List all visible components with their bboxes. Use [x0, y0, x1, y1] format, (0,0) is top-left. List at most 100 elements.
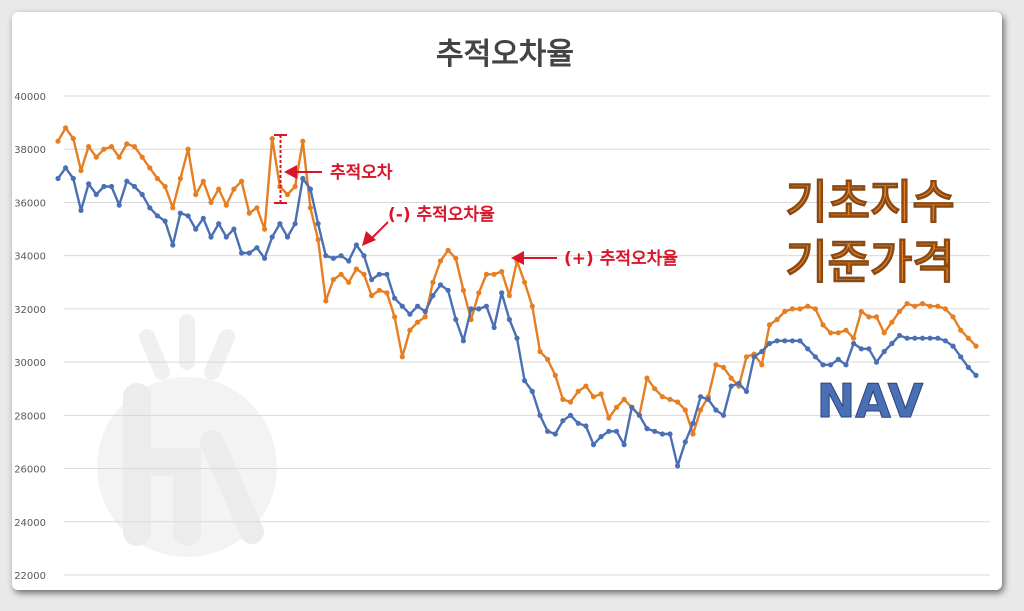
data-point	[216, 221, 222, 227]
data-point	[422, 314, 428, 320]
data-point	[590, 442, 597, 448]
data-point	[346, 258, 352, 264]
data-point	[621, 396, 627, 402]
data-point	[116, 154, 122, 160]
data-point	[445, 287, 451, 293]
data-point	[353, 266, 359, 272]
data-point	[323, 253, 329, 259]
positive-rate-label: (+) 추적오차율	[564, 249, 678, 269]
data-point	[713, 362, 719, 368]
data-point	[483, 303, 489, 309]
data-point	[873, 314, 880, 320]
data-point	[659, 394, 666, 400]
data-point	[835, 356, 841, 362]
data-point	[506, 316, 512, 323]
data-point	[667, 396, 673, 402]
data-point	[851, 335, 857, 341]
data-point	[881, 330, 887, 336]
data-point	[384, 290, 390, 296]
data-point	[70, 175, 76, 182]
data-point	[904, 301, 910, 307]
data-point	[338, 271, 344, 277]
y-tick-label: 26000	[14, 465, 46, 476]
data-point	[973, 372, 979, 378]
data-point	[636, 412, 643, 418]
data-point	[277, 221, 283, 227]
data-point	[223, 234, 229, 240]
data-point	[698, 407, 704, 413]
y-tick-label: 40000	[14, 92, 46, 103]
data-point	[690, 431, 696, 437]
data-point	[86, 181, 92, 187]
data-point	[108, 144, 115, 150]
data-point	[652, 428, 658, 434]
data-point	[353, 242, 359, 248]
data-point	[965, 335, 972, 341]
data-point	[927, 335, 933, 341]
data-point	[376, 271, 382, 277]
data-point	[782, 308, 788, 315]
data-point	[789, 306, 796, 312]
data-point	[208, 199, 214, 205]
data-point	[154, 175, 160, 182]
data-point	[468, 306, 474, 312]
line-chart: 추적오차율 22000 24000 26000 28000 30000 32000 3400…	[14, 37, 990, 582]
data-point	[315, 221, 321, 227]
data-point	[131, 183, 138, 190]
data-point	[361, 253, 367, 259]
data-point	[55, 175, 61, 182]
data-point	[262, 226, 268, 232]
data-point	[131, 144, 138, 150]
data-point	[889, 319, 895, 325]
data-point	[307, 205, 313, 211]
chart-card: 추적오차율 22000 24000 26000 28000 30000 32000 3400…	[12, 12, 1002, 590]
data-point	[437, 258, 444, 264]
data-point	[713, 407, 719, 413]
data-point	[437, 282, 444, 288]
data-point	[843, 327, 849, 333]
data-point	[284, 234, 291, 240]
data-point	[919, 335, 926, 341]
data-point	[728, 375, 734, 381]
data-point	[820, 362, 826, 368]
data-point	[652, 386, 658, 392]
data-point	[812, 354, 819, 360]
data-point	[78, 207, 84, 213]
data-point	[698, 394, 704, 400]
data-point	[858, 346, 864, 352]
data-point	[200, 215, 206, 221]
data-point	[690, 420, 696, 426]
data-point	[644, 426, 650, 432]
data-point	[392, 295, 398, 301]
data-point	[491, 271, 497, 277]
data-point	[537, 412, 543, 418]
data-point	[70, 136, 76, 142]
data-point	[958, 327, 964, 333]
data-point	[629, 404, 635, 410]
data-point	[407, 327, 413, 333]
data-point	[170, 205, 176, 211]
data-point	[86, 144, 92, 150]
data-point	[606, 428, 612, 434]
data-point	[154, 213, 160, 219]
data-point	[422, 308, 428, 315]
y-tick-label: 28000	[14, 411, 46, 422]
data-point	[284, 191, 291, 198]
data-point	[751, 354, 757, 360]
data-point	[766, 322, 773, 328]
data-point	[499, 269, 505, 275]
data-point	[529, 303, 535, 309]
tracking-error-annotation: 추적오차	[274, 134, 393, 204]
data-point	[369, 293, 375, 299]
data-point	[858, 308, 864, 315]
data-point	[346, 279, 352, 285]
data-point	[177, 210, 183, 216]
data-point	[399, 303, 405, 309]
data-point	[782, 338, 788, 344]
data-point	[560, 418, 566, 424]
data-point	[376, 287, 382, 293]
data-point	[185, 146, 191, 152]
data-point	[866, 346, 872, 352]
data-point	[483, 271, 489, 277]
data-point	[460, 338, 466, 344]
